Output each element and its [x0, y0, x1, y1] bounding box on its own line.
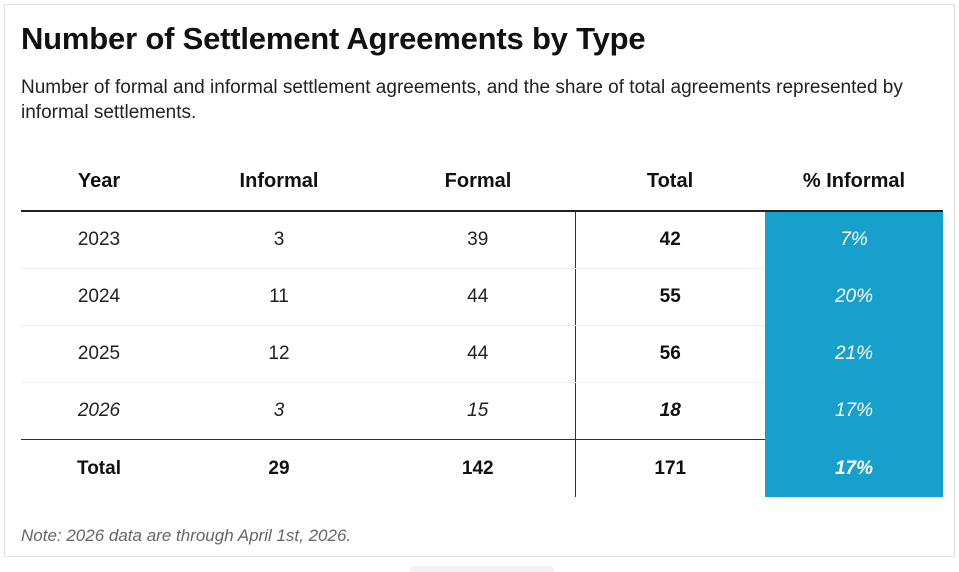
header-total: Total: [575, 153, 765, 212]
informal-cell: 3: [177, 211, 381, 269]
year-cell: 2025: [21, 325, 177, 383]
chart-title: Number of Settlement Agreements by Type: [21, 21, 646, 56]
pct-informal-cell: 7%: [765, 211, 943, 269]
total-cell: 55: [574, 268, 765, 326]
informal-cell: 3: [177, 382, 381, 440]
footnote: Note: 2026 data are through April 1st, 2…: [21, 526, 352, 545]
formal-cell: 39: [381, 211, 575, 269]
formal-cell: 15: [381, 382, 575, 440]
table-row: 2023 3 39 42 7%: [21, 211, 943, 269]
header-year: Year: [21, 153, 177, 212]
year-cell: 2023: [21, 211, 177, 269]
informal-cell: 12: [177, 325, 381, 383]
formal-cell: 44: [381, 325, 575, 383]
pct-informal-cell: 17%: [765, 382, 943, 440]
table-card: Number of Settlement Agreements by Type …: [4, 4, 955, 557]
total-formal-cell: 142: [461, 457, 494, 479]
total-cell: 18: [574, 382, 765, 440]
informal-cell: 11: [177, 268, 381, 326]
table-row: 2026 3 15 18 17%: [21, 382, 943, 440]
table-row: 2024 11 44 55 20%: [21, 268, 943, 326]
bottom-tab-decoration: [410, 566, 554, 572]
pct-informal-cell: 20%: [765, 268, 943, 326]
header-pct-informal: % Informal: [765, 153, 943, 212]
header-informal: Informal: [177, 153, 381, 212]
table-row: 2025 12 44 56 21%: [21, 325, 943, 383]
total-cell: 56: [574, 325, 765, 383]
settlement-table: Year Informal Formal Total % Informal 20…: [21, 153, 943, 497]
header-formal: Formal: [381, 153, 575, 212]
total-row-label: Total: [77, 457, 121, 479]
total-cell: 42: [574, 211, 765, 269]
year-cell: 2026: [21, 382, 177, 440]
header-row: Year Informal Formal Total % Informal: [21, 153, 943, 212]
year-cell: 2024: [21, 268, 177, 326]
pct-informal-cell: 21%: [765, 325, 943, 383]
grand-total-cell: 171: [574, 439, 765, 497]
total-pct-informal-cell: 17%: [765, 439, 943, 497]
total-informal-cell: 29: [268, 457, 290, 479]
chart-subtitle: Number of formal and informal settlement…: [21, 77, 903, 123]
formal-cell: 44: [381, 268, 575, 326]
total-row: Total 29 142 171 17%: [21, 439, 943, 497]
